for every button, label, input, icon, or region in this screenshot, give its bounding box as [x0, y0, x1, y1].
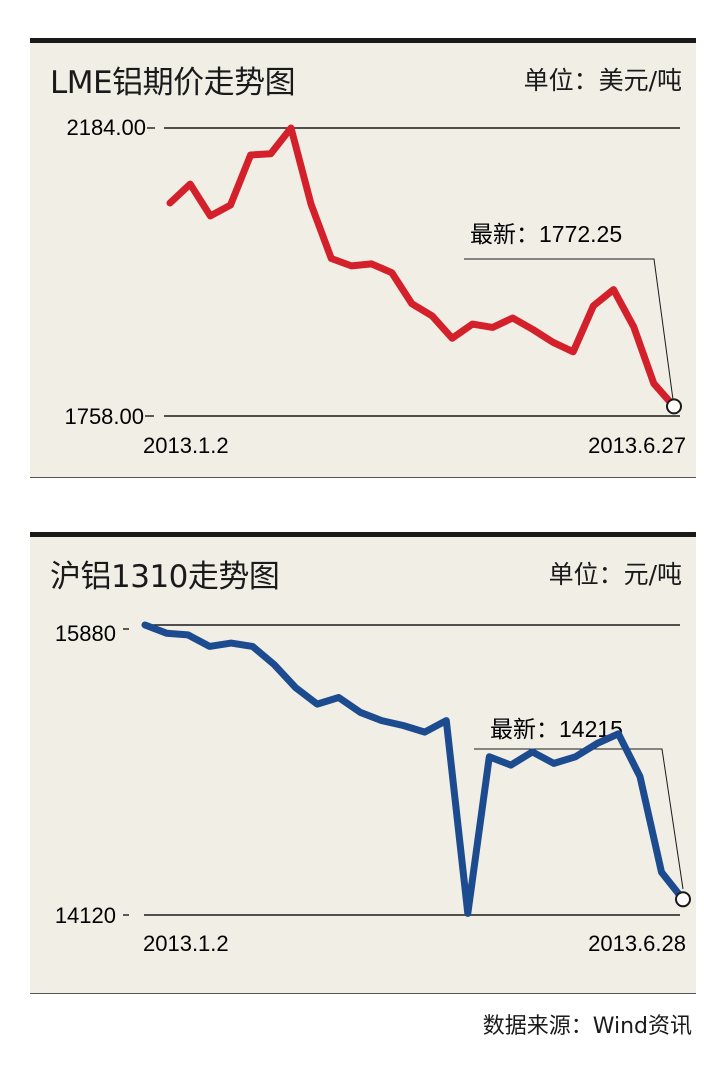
lme-chart-panel: LME铝期价走势图 单位：美元/吨 2184.00 1758.00 2013.1… — [30, 38, 696, 478]
x-tick-label-end: 2013.6.28 — [588, 931, 686, 956]
chart-unit: 单位：美元/吨 — [523, 66, 682, 95]
y-tick-label-min: 14120 — [55, 903, 116, 928]
lme-line-chart: 2184.00 1758.00 2013.1.2 2013.6.27 最新：17… — [64, 115, 686, 458]
latest-point-marker — [675, 891, 691, 908]
y-tick-label-max: 2184.00 — [66, 115, 146, 140]
x-tick-label-start: 2013.1.2 — [143, 931, 229, 956]
latest-leader-line — [474, 748, 684, 890]
x-tick-label-start: 2013.1.2 — [143, 433, 229, 458]
data-source-note: 数据来源：Wind资讯 — [482, 1014, 692, 1039]
latest-value-label: 最新：1772.25 — [470, 221, 622, 247]
chart-title: LME铝期价走势图 — [50, 65, 296, 101]
shfe-line-chart: 15880 14120 2013.1.2 2013.6.28 最新：14215 — [55, 621, 691, 956]
shfe-price-line — [141, 621, 687, 917]
x-tick-label-end: 2013.6.27 — [588, 433, 686, 458]
chart-title: 沪铝1310走势图 — [50, 559, 280, 595]
chart-unit: 单位：元/吨 — [548, 560, 682, 589]
latest-value-label: 最新：14215 — [490, 716, 623, 742]
latest-point-marker — [666, 398, 682, 415]
lme-price-line — [166, 124, 678, 410]
shfe-chart-panel: 沪铝1310走势图 单位：元/吨 15880 14120 2013.1.2 20… — [30, 532, 696, 994]
latest-leader-line — [464, 258, 675, 408]
y-tick-label-min: 1758.00 — [64, 404, 144, 429]
y-tick-label-max: 15880 — [55, 621, 116, 646]
